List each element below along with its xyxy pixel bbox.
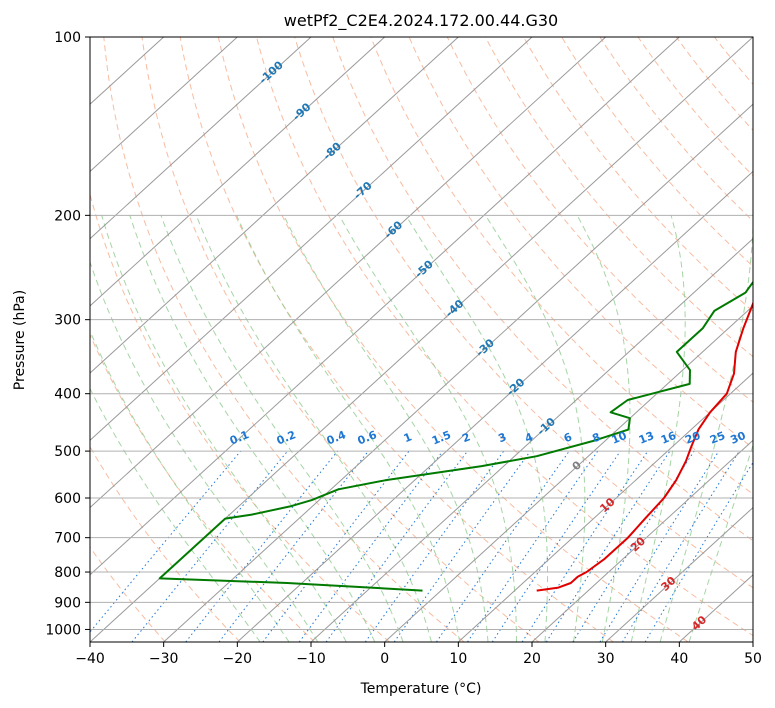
- mixing-ratio-label: 3: [496, 430, 508, 445]
- isotherm-line: [90, 37, 680, 576]
- x-axis: −40 −30 −20 −10 0 10 20 30 40 50: [75, 642, 762, 667]
- y-tick-label: 1000: [45, 622, 81, 638]
- chart-title: wetPf2_C2E4.2024.172.00.44.G30: [284, 11, 558, 31]
- y-tick-label: 200: [54, 208, 81, 224]
- y-tick-label: 600: [54, 491, 81, 507]
- mixing-ratio-label: 1: [402, 430, 414, 445]
- moist-adiabat: [236, 215, 461, 642]
- isotherm-line: [90, 37, 533, 442]
- dry-adiabat: [256, 37, 753, 637]
- mixing-ratio-label: 16: [659, 429, 678, 447]
- isotherm-line: [90, 37, 386, 307]
- dry-adiabat: [141, 37, 540, 642]
- series-lines: [158, 280, 753, 592]
- isotherm-line: [236, 170, 753, 642]
- background-lines: [90, 37, 753, 642]
- mixing-ratio-line: [467, 450, 599, 642]
- y-axis-title: Pressure (hPa): [12, 290, 28, 390]
- mixing-ratio-label: 8: [590, 430, 602, 445]
- mixing-ratio-label: 30: [728, 429, 747, 447]
- x-tick-label: −30: [149, 651, 179, 667]
- moist-adiabat: [688, 443, 753, 642]
- moist-adiabat: [90, 329, 290, 642]
- mixing-ratio-line: [572, 450, 695, 642]
- x-tick-label: −20: [223, 651, 253, 667]
- x-tick-label: −10: [296, 651, 326, 667]
- isotherm-line: [90, 37, 312, 240]
- isotherm-line: [384, 305, 753, 642]
- mixing-ratio-label: 25: [708, 429, 727, 447]
- x-tick-label: −40: [75, 651, 105, 667]
- mixing-ratio-line: [393, 450, 531, 642]
- dry-adiabat: [103, 37, 465, 642]
- mixing-ratio-line: [435, 450, 570, 642]
- y-tick-label: 900: [54, 595, 81, 611]
- x-tick-label: 30: [597, 651, 615, 667]
- isotherm-line: [163, 103, 753, 642]
- isotherm-line: [90, 37, 459, 374]
- dry-adiabat: [752, 37, 753, 39]
- isotherm-line: [531, 439, 753, 642]
- y-tick-label: 100: [54, 30, 81, 46]
- dry-adiabat: [446, 37, 753, 403]
- moist-adiabat: [129, 215, 376, 642]
- moist-adiabat: [101, 215, 347, 642]
- mixing-ratio-label: 20: [683, 429, 702, 447]
- moist-adiabat: [195, 215, 432, 642]
- isotherm-line: [90, 37, 607, 509]
- x-tick-label: 50: [744, 651, 762, 667]
- mixing-ratio-line: [491, 450, 621, 642]
- dry-adiabat: [408, 37, 753, 449]
- moist-adiabat: [90, 387, 261, 642]
- dry-adiabat: [90, 546, 166, 642]
- y-axis: 100 200 300 400 500 600 700 800 900 1000: [45, 30, 90, 638]
- y-tick-label: 500: [54, 444, 81, 460]
- isotherm-line: [310, 237, 753, 642]
- dry-adiabat: [370, 37, 753, 495]
- dry-adiabat: [294, 37, 753, 589]
- mixing-ratio-label: 13: [637, 429, 656, 447]
- moist-adiabat: [630, 215, 686, 642]
- dry-adiabat: [90, 192, 390, 642]
- y-tick-label: 300: [54, 313, 81, 329]
- x-tick-label: 0: [380, 651, 389, 667]
- mixing-ratio-line: [521, 450, 649, 642]
- x-tick-label: 10: [449, 651, 467, 667]
- isotherm-line: [90, 37, 238, 173]
- mixing-ratio-line: [545, 450, 671, 642]
- moist-adiabat: [338, 215, 517, 642]
- temperature-profile: [536, 301, 753, 592]
- plot-frame: [89, 36, 754, 643]
- dry-adiabat: [217, 37, 689, 642]
- dry-adiabat: [332, 37, 753, 542]
- dewpoint-profile: [158, 280, 753, 592]
- mixing-ratio-line: [262, 450, 410, 642]
- isotherm-line: [752, 641, 753, 642]
- x-tick-label: 40: [670, 651, 688, 667]
- dry-adiabat: [523, 37, 753, 313]
- x-axis-title: Temperature (°C): [360, 681, 482, 697]
- moist-adiabat: [576, 215, 631, 642]
- y-tick-label: 700: [54, 531, 81, 547]
- x-tick-label: 20: [523, 651, 541, 667]
- moist-adiabat: [405, 215, 548, 642]
- y-tick-label: 800: [54, 565, 81, 581]
- y-tick-label: 400: [54, 387, 81, 403]
- mixing-ratio-line: [599, 450, 720, 642]
- isotherm-line: [457, 372, 753, 642]
- moist-adiabat: [485, 215, 586, 642]
- dry-adiabat: [484, 37, 753, 358]
- moist-adiabat: [90, 260, 319, 642]
- mixing-ratio-label: 2: [460, 430, 472, 445]
- mixing-ratio-line: [185, 450, 338, 642]
- mixing-ratio-line: [621, 450, 740, 642]
- mixing-ratio-label: 10: [610, 429, 629, 447]
- isotherm-line: [605, 506, 753, 642]
- moist-adiabat: [160, 215, 404, 642]
